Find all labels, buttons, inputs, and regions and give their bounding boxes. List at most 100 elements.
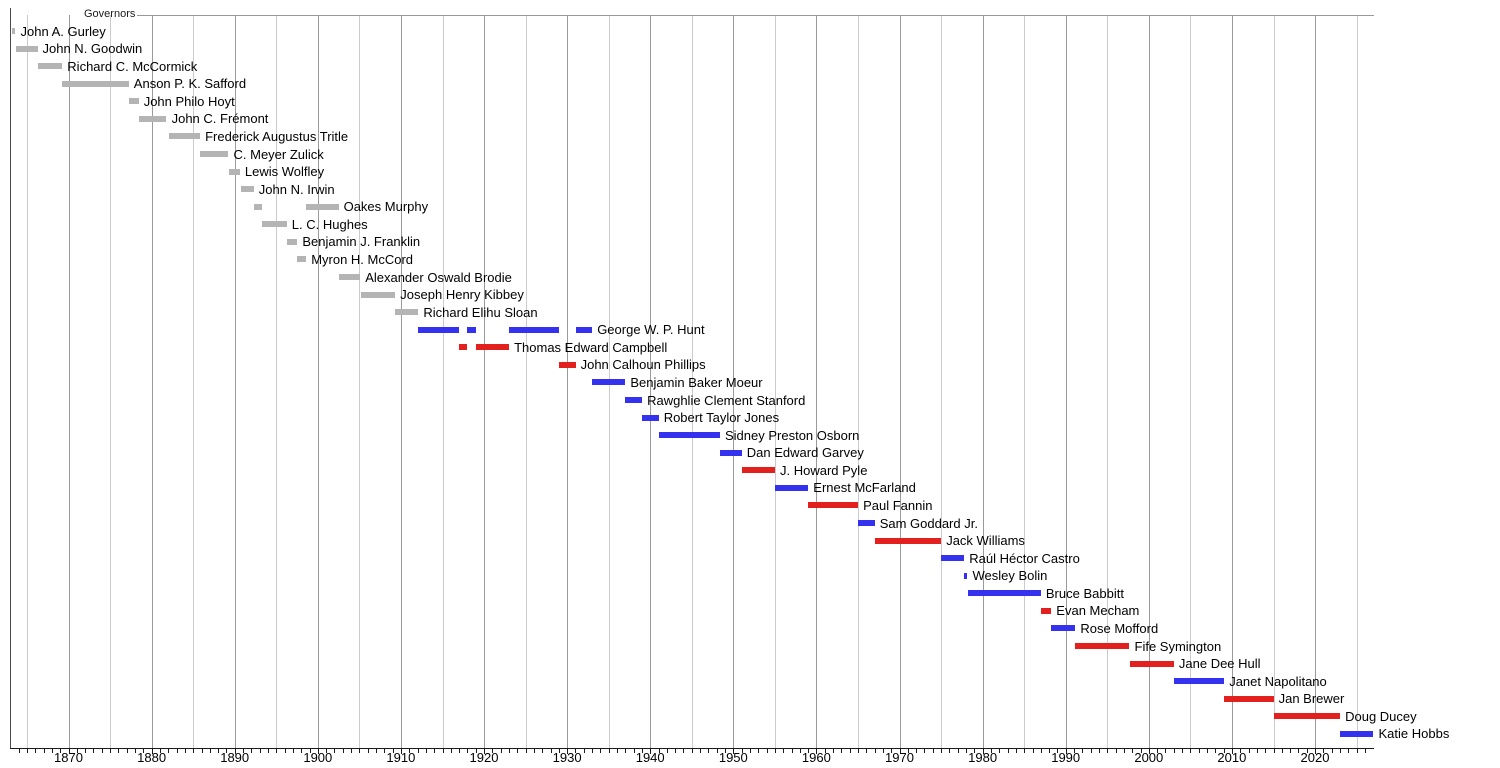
governor-name-label: Oakes Murphy bbox=[343, 199, 429, 215]
year-tick bbox=[76, 749, 78, 753]
year-tick bbox=[467, 749, 469, 753]
term-bar-democratic bbox=[775, 484, 809, 491]
decade-gridline bbox=[816, 15, 818, 748]
year-tick bbox=[982, 749, 984, 754]
decade-gridline bbox=[982, 15, 984, 748]
year-tick bbox=[442, 749, 444, 753]
year-tick bbox=[1256, 749, 1258, 753]
governor-name-label: Dan Edward Garvey bbox=[746, 445, 864, 461]
term-bar-territorial bbox=[228, 168, 240, 175]
bottom-axis-line bbox=[10, 748, 1374, 749]
term-bar-republican bbox=[1224, 695, 1274, 702]
year-tick bbox=[708, 749, 710, 753]
year-tick bbox=[1231, 749, 1233, 754]
term-bar-democratic bbox=[964, 572, 968, 579]
left-axis-line bbox=[10, 8, 11, 748]
governor-name-label: Richard C. McCormick bbox=[67, 58, 198, 74]
title-bracket-line bbox=[137, 15, 1374, 16]
year-tick bbox=[51, 749, 53, 753]
year-tick bbox=[475, 749, 477, 753]
year-tick bbox=[218, 749, 220, 753]
year-tick bbox=[417, 749, 419, 753]
year-tick bbox=[209, 749, 211, 753]
year-tick bbox=[1198, 749, 1200, 753]
year-tick bbox=[592, 749, 593, 753]
year-tick bbox=[733, 749, 735, 754]
year-tick bbox=[874, 749, 876, 753]
governor-name-label: John N. Goodwin bbox=[42, 41, 143, 57]
governor-name-label: Robert Taylor Jones bbox=[663, 410, 780, 425]
decade-gridline bbox=[650, 15, 652, 748]
year-tick bbox=[484, 749, 485, 754]
year-tick bbox=[1040, 749, 1042, 753]
year-tick bbox=[808, 749, 810, 753]
year-tick bbox=[226, 749, 228, 753]
year-tick bbox=[1165, 749, 1167, 753]
term-bar-democratic bbox=[1340, 730, 1374, 737]
year-tick bbox=[459, 749, 461, 753]
year-tick bbox=[193, 749, 195, 753]
year-tick bbox=[1148, 749, 1150, 754]
term-bar-territorial bbox=[360, 291, 396, 298]
year-tick bbox=[858, 749, 859, 753]
decade-gridline bbox=[234, 15, 236, 748]
term-bar-territorial bbox=[200, 151, 229, 157]
year-tick bbox=[675, 749, 677, 753]
term-bar-democratic bbox=[418, 326, 460, 333]
half-decade-gridline bbox=[774, 15, 776, 748]
year-tick bbox=[1248, 749, 1250, 753]
year-tick bbox=[749, 749, 751, 753]
term-bar-democratic bbox=[858, 520, 875, 526]
year-tick bbox=[93, 749, 95, 753]
year-tick bbox=[990, 749, 992, 753]
governor-name-label: Doug Ducey bbox=[1345, 708, 1417, 724]
half-decade-gridline bbox=[1356, 15, 1358, 748]
half-decade-gridline bbox=[193, 15, 195, 748]
decade-tick-label: 1990 bbox=[1051, 750, 1081, 765]
half-decade-gridline bbox=[442, 15, 444, 748]
year-tick bbox=[68, 749, 70, 754]
governor-name-label: C. Meyer Zulick bbox=[233, 146, 324, 162]
decade-tick-label: 1950 bbox=[718, 750, 748, 765]
year-tick bbox=[882, 749, 884, 753]
year-tick bbox=[359, 749, 361, 753]
year-tick bbox=[600, 749, 602, 753]
term-bar-democratic bbox=[941, 555, 965, 562]
year-tick bbox=[999, 749, 1001, 753]
year-tick bbox=[1223, 749, 1225, 753]
year-tick bbox=[309, 749, 311, 753]
year-tick bbox=[1207, 749, 1208, 753]
year-tick bbox=[259, 749, 261, 753]
governor-name-label: George W. P. Hunt bbox=[597, 322, 705, 338]
term-bar-democratic bbox=[658, 432, 720, 439]
year-tick bbox=[741, 749, 743, 753]
year-tick bbox=[533, 749, 535, 753]
governor-name-label: Katie Hobbs bbox=[1378, 726, 1450, 742]
governor-name-label: Janet Napolitano bbox=[1229, 673, 1327, 689]
governor-name-label: John A. Gurley bbox=[20, 23, 106, 39]
governor-name-label: Richard Elihu Sloan bbox=[423, 304, 538, 320]
year-tick bbox=[184, 749, 186, 753]
year-tick bbox=[1331, 749, 1333, 753]
year-tick bbox=[666, 749, 668, 753]
year-tick bbox=[1024, 749, 1026, 753]
decade-gridline bbox=[1065, 15, 1067, 748]
governor-name-label: Thomas Edward Campbell bbox=[514, 339, 668, 355]
year-tick bbox=[1049, 749, 1051, 753]
year-tick bbox=[500, 749, 502, 753]
year-tick bbox=[118, 749, 120, 753]
governor-name-label: Rawghlie Clement Stanford bbox=[647, 392, 806, 408]
year-tick bbox=[135, 749, 136, 753]
term-bar-territorial bbox=[11, 28, 16, 34]
term-bar-territorial bbox=[241, 186, 254, 193]
year-tick bbox=[351, 749, 352, 753]
year-tick bbox=[641, 749, 643, 753]
term-bar-republican bbox=[1129, 660, 1174, 667]
year-tick bbox=[799, 749, 801, 753]
year-tick bbox=[907, 749, 909, 753]
year-tick bbox=[849, 749, 851, 753]
year-tick bbox=[583, 749, 585, 753]
year-tick bbox=[284, 749, 286, 753]
term-bar-republican bbox=[475, 344, 510, 351]
